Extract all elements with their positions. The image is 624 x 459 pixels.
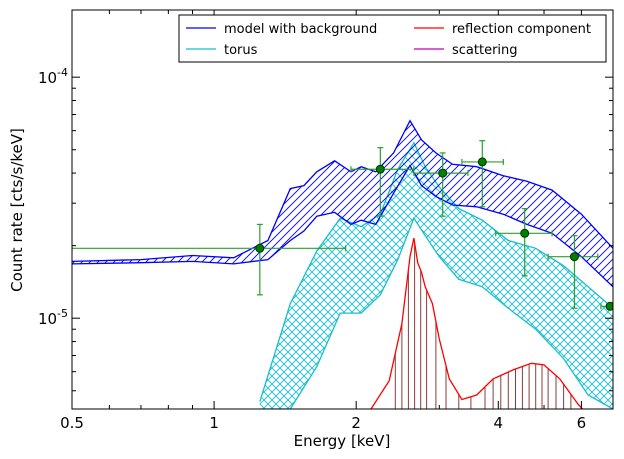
data-point: [547, 235, 599, 309]
model-band-fill: [72, 120, 613, 287]
data-point-marker: [255, 243, 265, 253]
x-tick-label: 2: [351, 414, 361, 432]
y-tick-label-exponent: -4: [57, 66, 68, 79]
plot-area: [72, 119, 613, 409]
data-point-marker: [605, 301, 613, 311]
data-point: [495, 207, 553, 277]
x-axis-label: Energy [keV]: [294, 432, 391, 450]
data-point: [72, 223, 347, 296]
reflection-component: [370, 237, 584, 409]
legend-label-model: model with background: [224, 22, 377, 37]
y-tick-label-base: 10: [38, 69, 57, 87]
y-tick-label: 10-5: [38, 307, 68, 328]
x-tick-label: 4: [494, 414, 504, 432]
y-axis-label: Count rate [cts/s/keV]: [8, 128, 26, 292]
y-tick-label-exponent: -5: [57, 307, 68, 320]
data-point-marker: [569, 252, 579, 262]
plot-frame: [71, 9, 614, 410]
data-point: [461, 140, 504, 208]
torus-lower-line: [259, 216, 613, 409]
data-point-marker: [375, 164, 385, 174]
model-lower-line: [72, 164, 613, 288]
reflection-curve: [370, 237, 584, 409]
x-axis: 0.5 1 2 4 6: [60, 10, 614, 432]
x-tick-label: 0.5: [60, 414, 84, 432]
data-point-marker: [520, 228, 530, 238]
data-points: [72, 140, 613, 311]
data-point: [600, 301, 613, 311]
legend-box: [178, 14, 607, 63]
y-tick-label: 10-4: [38, 66, 68, 87]
y-tick-label-base: 10: [38, 310, 57, 328]
data-point: [413, 152, 469, 217]
x-tick-label: 6: [577, 414, 587, 432]
data-point: [350, 147, 415, 217]
data-point-marker: [477, 157, 487, 167]
legend-label-torus: torus: [224, 43, 258, 58]
data-point-marker: [438, 168, 448, 178]
legend: model with background reflection compone…: [178, 14, 607, 63]
legend-label-reflection: reflection component: [452, 22, 591, 37]
y-axis: 10-410-5: [38, 66, 613, 392]
legend-label-scattering: scattering: [452, 43, 518, 58]
x-tick-label: 1: [209, 414, 219, 432]
